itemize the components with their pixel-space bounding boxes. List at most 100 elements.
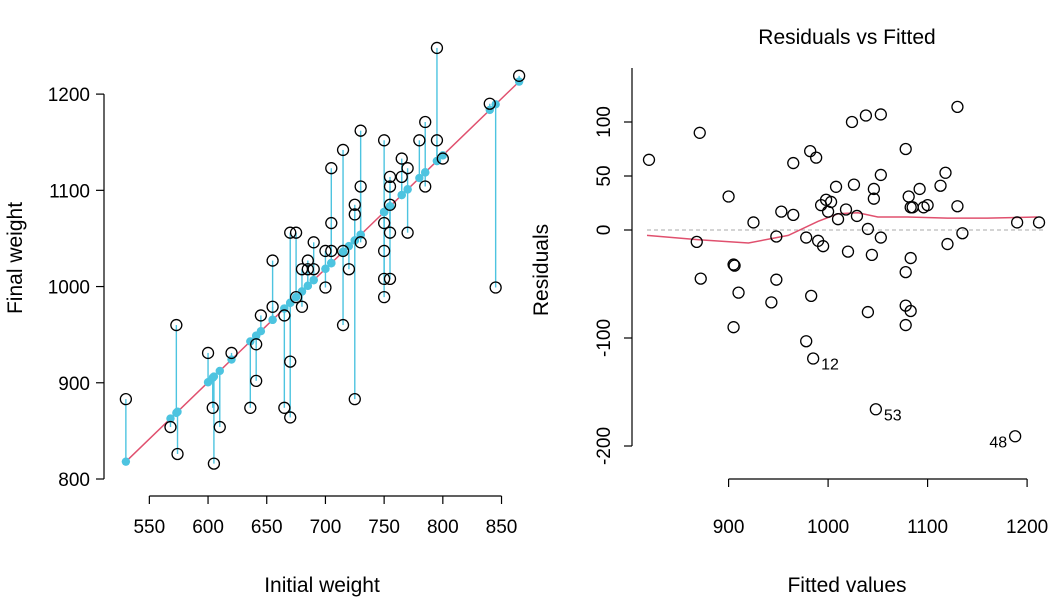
fitted-point	[338, 247, 348, 256]
residual-point	[899, 142, 912, 156]
residual-point	[861, 222, 875, 236]
fitted-point	[403, 185, 412, 194]
fitted-point	[268, 315, 277, 325]
observed-point	[207, 457, 221, 470]
fitted-point	[438, 151, 448, 160]
residual-point	[867, 182, 881, 196]
observed-point	[383, 226, 397, 239]
residual-point	[770, 273, 783, 286]
observed-point	[250, 374, 263, 388]
residual-point	[810, 151, 823, 164]
observed-point	[377, 272, 391, 286]
observed-point	[483, 97, 496, 110]
fitted-point	[379, 207, 389, 217]
residual-point	[874, 231, 887, 244]
x-axis-title: Fitted values	[787, 574, 906, 597]
residual-point	[845, 115, 859, 129]
residual-point	[805, 289, 818, 303]
x-tick-label: 850	[486, 517, 518, 538]
residual-point	[921, 199, 934, 212]
observed-point	[354, 180, 367, 193]
x-tick-label: 1100	[907, 517, 948, 538]
observed-point	[395, 152, 408, 165]
residual-point	[867, 192, 881, 205]
residual-point	[816, 240, 830, 253]
residual-point	[841, 245, 855, 258]
residual-point	[847, 178, 861, 191]
residual-point	[770, 230, 783, 243]
fitted-point	[246, 337, 255, 346]
observed-point	[307, 263, 320, 276]
fitted-point	[256, 327, 266, 336]
residual-point	[874, 168, 887, 182]
residual-point	[824, 195, 838, 209]
residual-point	[642, 153, 656, 166]
observed-point	[213, 420, 226, 434]
observed-point	[383, 272, 397, 286]
observed-point	[170, 318, 183, 332]
fitted-points-layer	[121, 77, 524, 466]
observed-point	[284, 226, 297, 239]
fitted-point	[173, 407, 182, 416]
observed-point	[419, 115, 432, 129]
residual-point	[1010, 216, 1024, 229]
residual-point	[902, 190, 915, 203]
observed-point	[266, 300, 279, 313]
residual-point	[850, 209, 864, 223]
y-tick-label: 100	[594, 106, 615, 138]
y-tick-label: 50	[594, 165, 615, 186]
residual-point	[904, 251, 917, 265]
right-panel: 12 53 48 900 1000 1100 1200 -200 -100 0 50 100 Re…	[530, 26, 1048, 597]
residual-point	[829, 180, 843, 193]
fitted-point	[485, 105, 494, 115]
observed-point	[244, 401, 257, 414]
y-axis-title: Residuals	[530, 224, 553, 316]
observed-point	[401, 226, 414, 239]
residual-point	[807, 352, 820, 365]
chart-title: Residuals vs Fitted	[758, 26, 935, 49]
fitted-point	[397, 190, 406, 200]
point-label: 12	[821, 357, 839, 374]
observed-point	[250, 338, 263, 351]
fitted-point	[209, 372, 219, 381]
x-tick-label: 1000	[807, 517, 849, 538]
observed-point	[319, 281, 332, 294]
residual-point	[694, 272, 707, 285]
residual-point	[939, 166, 952, 179]
x-tick-label: 650	[251, 517, 283, 538]
y-tick-label: -100	[594, 319, 615, 357]
observed-point	[336, 244, 350, 258]
residual-point	[951, 200, 964, 213]
fitted-point	[385, 202, 395, 211]
residual-point	[722, 190, 735, 203]
observed-point	[164, 420, 177, 434]
observed-point	[301, 263, 314, 276]
y-tick-label: 1100	[49, 181, 90, 202]
x-tick-label: 1200	[1006, 517, 1048, 538]
fitted-point	[415, 173, 424, 183]
x-axis-title: Initial weight	[264, 574, 380, 597]
residual-point	[1032, 216, 1046, 229]
observed-point	[413, 134, 426, 147]
residual-point	[747, 216, 760, 229]
y-tick-label: 1200	[48, 85, 90, 106]
observed-point	[278, 401, 291, 414]
fitted-point	[344, 241, 354, 251]
residual-point	[693, 126, 706, 139]
observed-point	[354, 236, 367, 249]
residual-point	[899, 265, 912, 279]
observed-point	[295, 300, 309, 313]
observed-point	[225, 346, 238, 360]
observed-point	[325, 162, 338, 175]
x-tick-label: 750	[368, 517, 400, 538]
residual-point	[951, 100, 964, 114]
y-axis-title: Final weight	[4, 202, 27, 314]
observed-point	[171, 447, 184, 461]
observed-point	[301, 254, 314, 267]
residual-point	[800, 335, 813, 348]
observed-point	[377, 216, 391, 230]
residual-point	[956, 227, 969, 240]
residual-point	[934, 179, 947, 192]
x-tick-label: 600	[192, 517, 224, 538]
residual-point	[831, 213, 845, 226]
